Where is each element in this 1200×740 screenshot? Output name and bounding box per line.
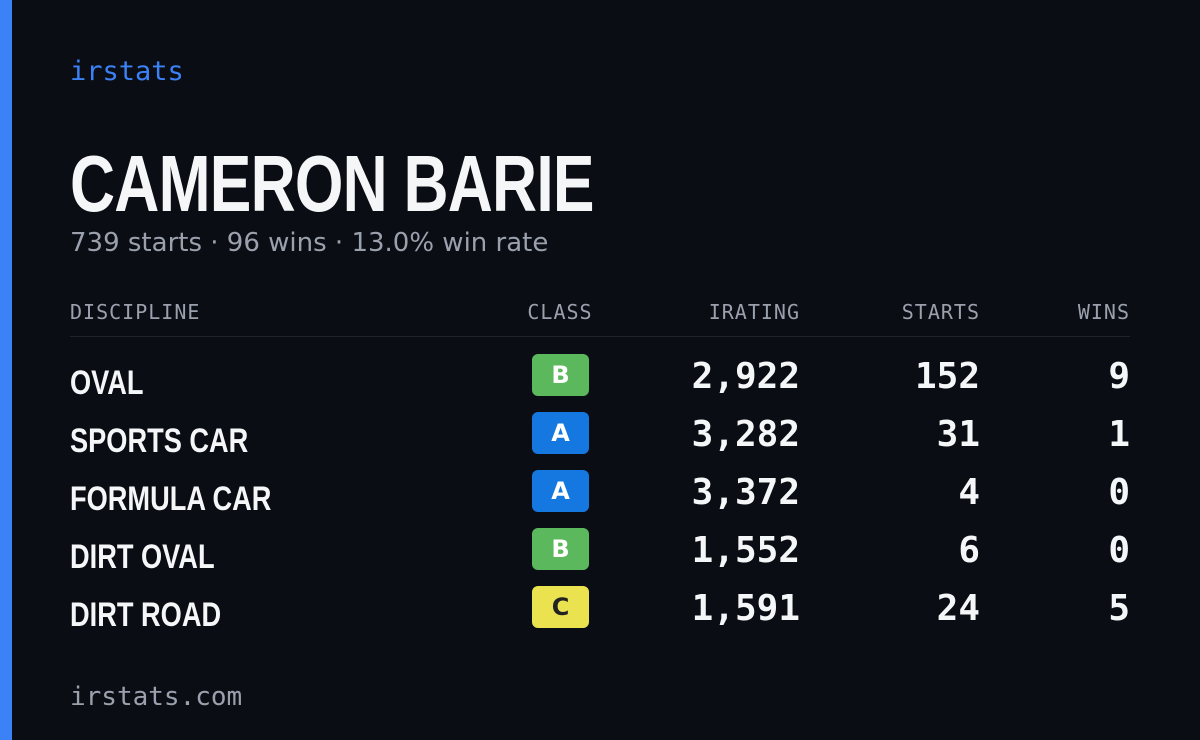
stat-value: 1,552 [691, 530, 800, 571]
driver-name: CAMERON BARIE [70, 139, 595, 228]
header-rule [70, 336, 1130, 337]
class-badge: A [532, 412, 589, 454]
stat-value: 2,922 [691, 356, 800, 397]
column-header: STARTS [901, 300, 980, 324]
stat-value: 31 [936, 414, 980, 455]
class-badge: B [532, 354, 589, 396]
stat-value: 6 [958, 530, 980, 571]
brand: irstats [70, 56, 184, 87]
stat-value: 5 [1108, 588, 1130, 629]
stat-value: 152 [914, 356, 980, 397]
stat-value: 0 [1108, 472, 1130, 513]
stat-value: 3,372 [691, 472, 800, 513]
column-header: IRATING [708, 300, 800, 324]
summary: 739 starts · 96 wins · 13.0% win rate [70, 228, 549, 258]
column-header: DISCIPLINE [70, 300, 201, 324]
discipline: OVAL [70, 364, 144, 402]
class-badge: A [532, 470, 589, 512]
discipline: DIRT OVAL [70, 538, 215, 576]
stat-value: 3,282 [691, 414, 800, 455]
footer: irstats.com [70, 682, 243, 712]
column-header: CLASS [527, 300, 593, 324]
discipline: FORMULA CAR [70, 480, 272, 518]
class-badge: C [532, 586, 589, 628]
discipline: DIRT ROAD [70, 596, 222, 634]
stat-value: 1,591 [691, 588, 800, 629]
stat-value: 1 [1108, 414, 1130, 455]
stat-value: 0 [1108, 530, 1130, 571]
class-badge: B [532, 528, 589, 570]
stat-value: 24 [936, 588, 980, 629]
discipline: SPORTS CAR [70, 422, 249, 460]
column-header: WINS [1077, 300, 1130, 324]
accent-bar [0, 0, 12, 740]
stat-value: 9 [1108, 356, 1130, 397]
stat-value: 4 [958, 472, 980, 513]
